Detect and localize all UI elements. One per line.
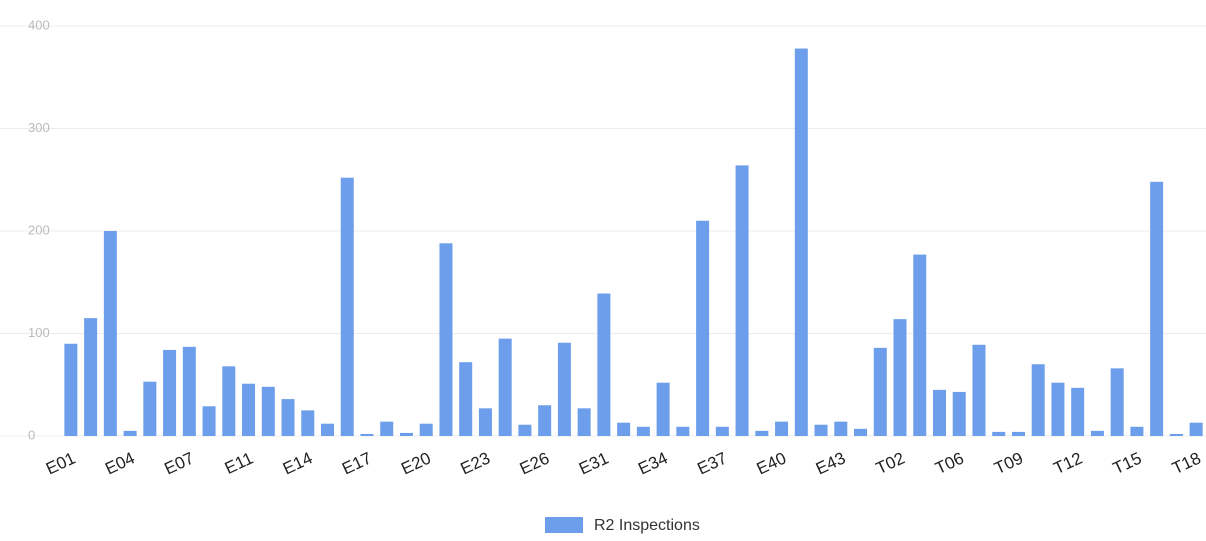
- x-tick-label: E37: [694, 448, 729, 478]
- bar: [301, 410, 315, 436]
- bar: [478, 408, 492, 436]
- bar: [459, 362, 473, 436]
- bar: [202, 406, 216, 436]
- legend-label: R2 Inspections: [594, 517, 700, 534]
- x-tick-label: T06: [932, 448, 967, 478]
- bar: [360, 433, 374, 436]
- bar: [952, 391, 966, 436]
- bar: [1150, 181, 1164, 436]
- bar: [1090, 430, 1104, 436]
- legend-swatch: [545, 517, 583, 533]
- bar: [1169, 433, 1183, 436]
- bar: [597, 293, 611, 436]
- bar: [1031, 364, 1045, 436]
- bar: [1051, 382, 1065, 436]
- x-tick-label: E43: [813, 448, 848, 478]
- x-tick-label: T09: [991, 448, 1026, 478]
- x-tick-label: E07: [161, 448, 196, 478]
- bar: [893, 319, 907, 436]
- y-tick-label: 400: [28, 17, 50, 32]
- bar: [1189, 422, 1203, 436]
- bar: [222, 366, 236, 436]
- y-tick-label: 100: [28, 325, 50, 340]
- bar: [775, 421, 789, 436]
- x-tick-label: T12: [1051, 448, 1086, 478]
- bar: [972, 344, 986, 436]
- bar: [1011, 431, 1025, 436]
- x-tick-label: E34: [635, 448, 670, 478]
- bar: [715, 426, 729, 436]
- bar: [696, 220, 710, 436]
- bar: [1071, 387, 1085, 436]
- bar: [399, 432, 413, 436]
- x-tick-label: T15: [1110, 448, 1145, 478]
- bar: [182, 346, 196, 436]
- bar: [419, 423, 433, 436]
- bar: [656, 382, 670, 436]
- bar: [380, 421, 394, 436]
- bar: [1130, 426, 1144, 436]
- bar: [557, 342, 571, 436]
- x-tick-label: T02: [873, 448, 908, 478]
- bar: [636, 426, 650, 436]
- x-tick-label: T18: [1169, 448, 1204, 478]
- x-tick-label: E04: [102, 448, 137, 478]
- bar: [577, 408, 591, 436]
- y-tick-label: 200: [28, 222, 50, 237]
- bar: [854, 428, 868, 436]
- bar: [617, 422, 631, 436]
- bar: [794, 48, 808, 437]
- bar: [103, 231, 117, 436]
- bar: [834, 421, 848, 436]
- bar: [123, 430, 137, 436]
- bar: [538, 405, 552, 436]
- bar: [1110, 368, 1124, 436]
- x-tick-label: E14: [280, 448, 315, 478]
- bar: [873, 347, 887, 436]
- x-tick-label: E23: [458, 448, 493, 478]
- x-tick-label: E26: [517, 448, 552, 478]
- x-tick-label: E20: [398, 448, 433, 478]
- bar: [84, 318, 98, 436]
- bar: [518, 424, 532, 436]
- bar: [992, 431, 1006, 436]
- bar: [64, 343, 78, 436]
- x-tick-label: E40: [754, 448, 789, 478]
- x-tick-label: E11: [222, 448, 256, 477]
- bar: [439, 243, 453, 436]
- bar: [281, 399, 295, 436]
- bar: [261, 386, 275, 436]
- bar: [913, 254, 927, 436]
- bar: [676, 426, 690, 436]
- x-tick-label: E31: [576, 448, 611, 478]
- x-tick-label: E17: [339, 448, 374, 478]
- bar: [242, 383, 256, 436]
- y-tick-label: 300: [28, 120, 50, 135]
- y-tick-label: 0: [28, 427, 35, 442]
- bar: [143, 381, 157, 436]
- bar: [340, 177, 354, 436]
- bar: [321, 423, 335, 436]
- bar: [814, 424, 828, 436]
- bar: [735, 165, 749, 436]
- bar: [755, 430, 769, 436]
- bar: [163, 349, 177, 436]
- bar: [498, 338, 512, 436]
- x-tick-label: E01: [43, 448, 78, 478]
- bar: [932, 389, 946, 436]
